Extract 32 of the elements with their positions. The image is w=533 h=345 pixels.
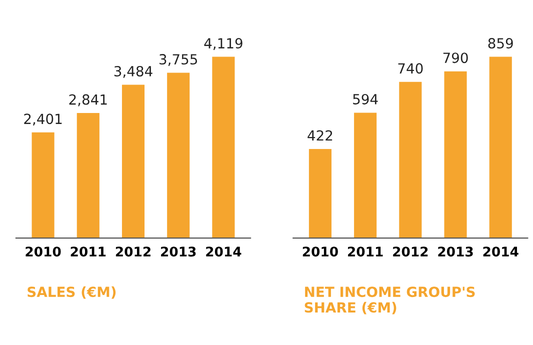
x-tick-label: 2014 xyxy=(206,246,242,257)
text: SALES (€M) xyxy=(28,286,116,299)
data-label: 859 xyxy=(488,38,513,49)
data-label: 594 xyxy=(353,94,378,104)
bar xyxy=(308,148,332,238)
x-tick-label: 2012 xyxy=(393,246,428,257)
bar xyxy=(212,56,235,238)
data-label: 422 xyxy=(308,130,332,141)
bar xyxy=(489,56,512,238)
x-tick-label: 2011 xyxy=(70,246,106,257)
x-tick-label: 2013 xyxy=(438,246,473,257)
x-tick-label: 2011 xyxy=(348,246,383,257)
data-label: 4,119 xyxy=(204,38,242,50)
bar xyxy=(444,71,467,238)
bar xyxy=(122,84,145,238)
x-tick-label: 2013 xyxy=(161,246,196,257)
data-label: 3,755 xyxy=(160,54,198,66)
bar xyxy=(32,132,54,238)
data-label: 2,401 xyxy=(24,114,62,126)
data-label: 740 xyxy=(398,63,423,74)
x-tick-label: 2014 xyxy=(483,246,518,257)
data-label: 2,841 xyxy=(69,94,107,106)
data-label: 3,484 xyxy=(114,66,152,78)
data-label: 790 xyxy=(443,52,468,64)
bar xyxy=(354,112,377,238)
text: NET INCOME GROUP'S SHARE (€M) xyxy=(304,286,475,314)
bar xyxy=(167,72,190,238)
x-tick-label: 2012 xyxy=(116,246,150,257)
x-tick-label: 2010 xyxy=(302,246,338,257)
bar xyxy=(76,113,100,238)
bar xyxy=(399,82,422,238)
x-tick-label: 2010 xyxy=(26,246,61,257)
